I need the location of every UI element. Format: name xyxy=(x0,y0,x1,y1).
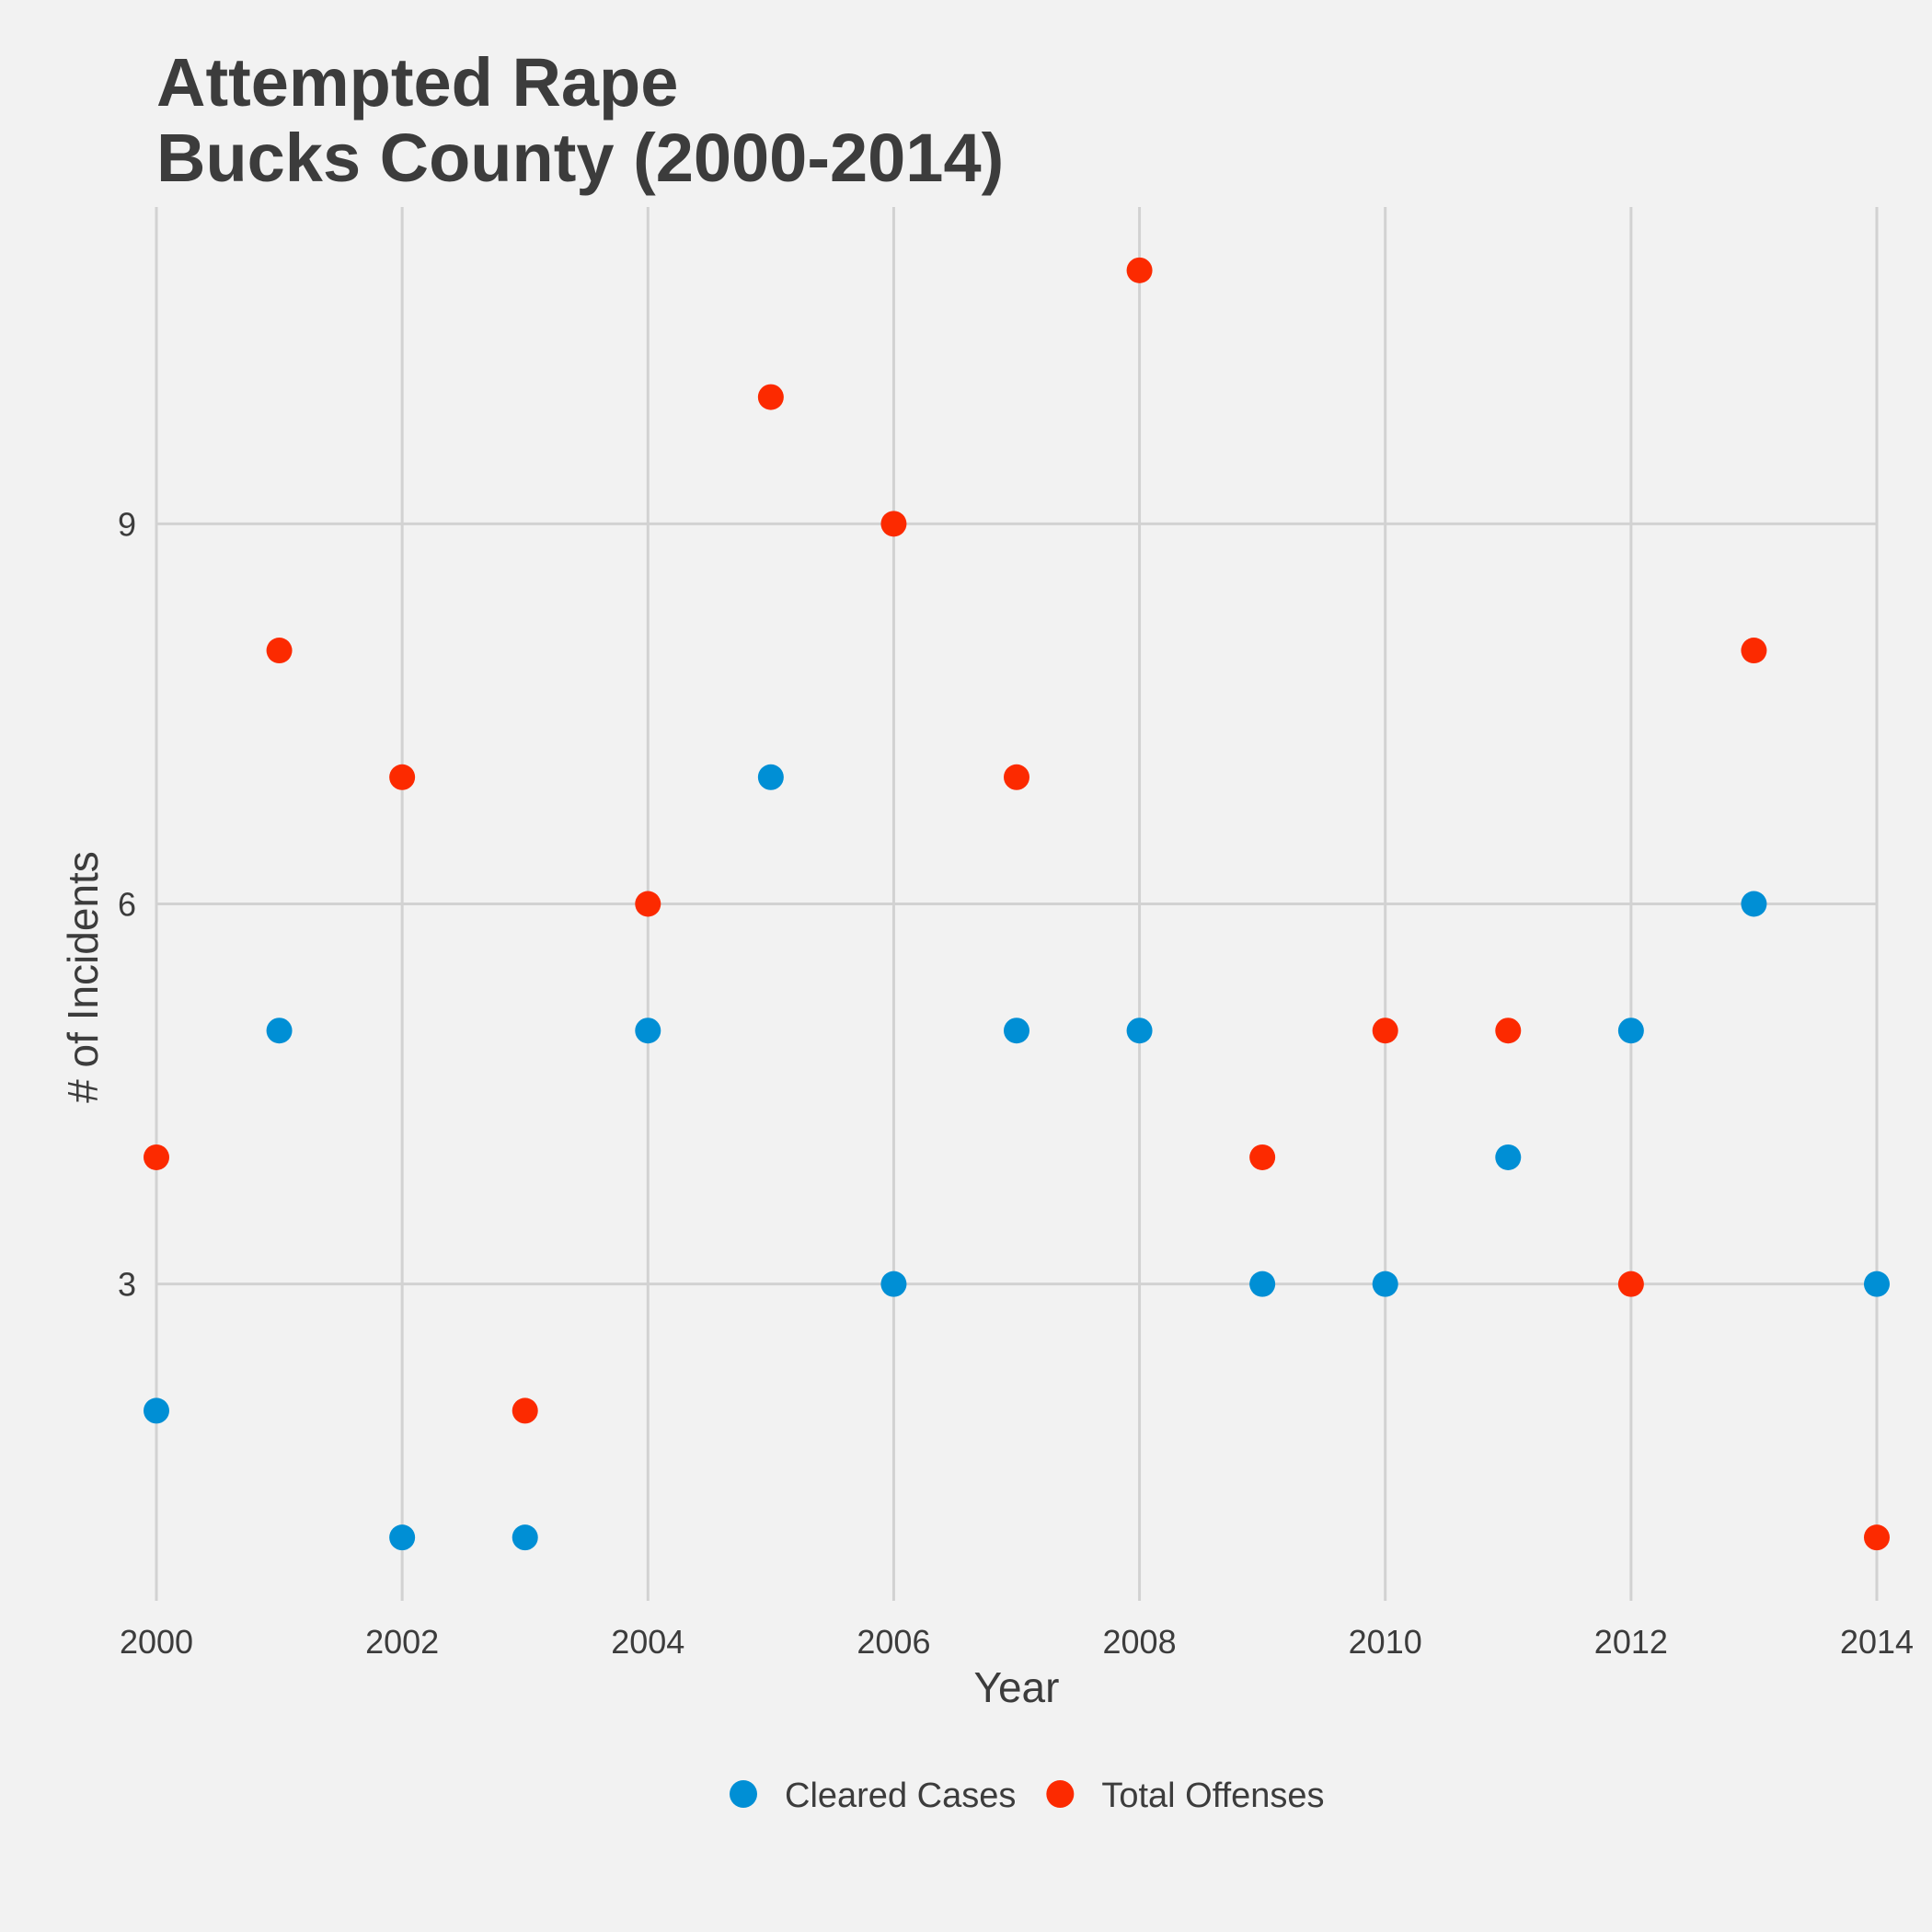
point-total-offenses xyxy=(1126,257,1153,283)
data-points xyxy=(144,257,1890,1551)
x-tick-label: 2010 xyxy=(1349,1623,1422,1661)
point-cleared-cases xyxy=(1372,1271,1398,1297)
point-total-offenses xyxy=(757,384,784,410)
grid-lines xyxy=(155,207,1879,1601)
x-tick-label: 2014 xyxy=(1840,1623,1914,1661)
point-cleared-cases xyxy=(1864,1271,1890,1297)
legend-label-total-offenses: Total Offenses xyxy=(1101,1777,1324,1815)
y-tick-labels: 3 6 9 xyxy=(118,505,136,1303)
x-tick-label: 2012 xyxy=(1594,1623,1668,1661)
point-cleared-cases xyxy=(1126,1018,1153,1044)
x-tick-label: 2004 xyxy=(611,1623,684,1661)
point-cleared-cases xyxy=(266,1018,293,1044)
point-cleared-cases xyxy=(757,764,784,790)
y-tick-label: 6 xyxy=(118,886,136,924)
x-tick-label: 2002 xyxy=(365,1623,439,1661)
point-total-offenses xyxy=(1741,638,1767,664)
point-total-offenses xyxy=(1864,1524,1890,1551)
legend: Cleared Cases Total Offenses xyxy=(730,1777,1325,1815)
y-tick-label: 3 xyxy=(118,1266,136,1304)
legend-label-cleared-cases: Cleared Cases xyxy=(785,1777,1016,1815)
point-cleared-cases xyxy=(1617,1018,1644,1044)
point-total-offenses xyxy=(144,1144,169,1170)
point-total-offenses xyxy=(1372,1018,1398,1044)
legend-marker-cleared-cases xyxy=(730,1780,757,1808)
x-tick-label: 2008 xyxy=(1103,1623,1177,1661)
point-total-offenses xyxy=(1004,764,1029,790)
y-axis-title: # of Incidents xyxy=(59,851,107,1103)
x-tick-label: 2006 xyxy=(857,1623,930,1661)
point-cleared-cases xyxy=(1004,1018,1029,1044)
point-cleared-cases xyxy=(389,1524,416,1551)
x-tick-labels: 2000 2002 2004 2006 2008 2010 2012 2014 xyxy=(120,1623,1914,1661)
point-total-offenses xyxy=(1617,1271,1644,1297)
x-tick-label: 2000 xyxy=(120,1623,193,1661)
point-cleared-cases xyxy=(1249,1271,1276,1297)
point-total-offenses xyxy=(880,511,907,537)
point-total-offenses xyxy=(266,638,293,664)
x-axis-title: Year xyxy=(974,1663,1060,1711)
legend-marker-total-offenses xyxy=(1046,1780,1075,1808)
point-cleared-cases xyxy=(1741,891,1767,917)
point-cleared-cases xyxy=(144,1397,169,1424)
point-cleared-cases xyxy=(1495,1144,1522,1170)
chart-title-line-1: Attempted Rape xyxy=(156,44,678,121)
point-total-offenses xyxy=(389,764,416,790)
point-total-offenses xyxy=(635,891,661,917)
chart-title-line-2: Bucks County (2000-2014) xyxy=(156,120,1004,196)
point-cleared-cases xyxy=(880,1271,907,1297)
y-tick-label: 9 xyxy=(118,505,136,543)
point-cleared-cases xyxy=(512,1524,538,1551)
point-total-offenses xyxy=(512,1397,538,1424)
point-total-offenses xyxy=(1249,1144,1276,1170)
point-cleared-cases xyxy=(635,1018,661,1044)
point-total-offenses xyxy=(1495,1018,1522,1044)
